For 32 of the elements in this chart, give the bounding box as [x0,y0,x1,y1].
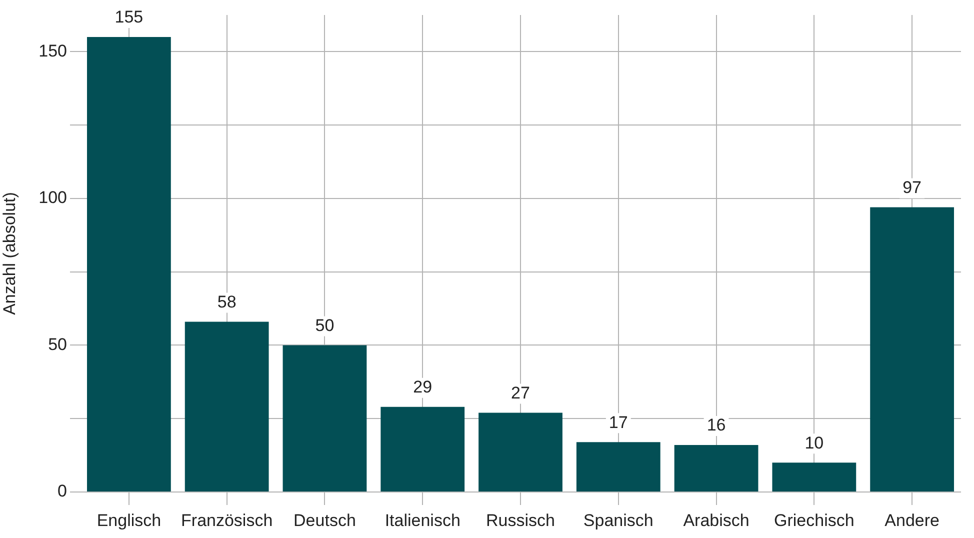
x-tick-label: Arabisch [683,510,750,530]
bar [282,345,367,492]
bar [184,322,269,492]
x-tick-label: Russisch [486,510,555,530]
data-label: 58 [217,292,236,312]
y-axis-title: Anzahl (absolut) [0,192,19,315]
y-tick-label: 100 [38,188,67,208]
bar [772,462,856,492]
bar [380,406,465,492]
y-tick-label: 50 [48,334,67,354]
data-label: 97 [902,178,922,197]
bar [870,207,954,492]
data-label: 50 [315,316,334,335]
x-tick-label: Spanisch [583,510,654,530]
data-label: 10 [804,433,824,452]
data-label: 29 [413,378,432,397]
data-label: 16 [706,416,726,435]
x-tick-label: Französisch [181,510,273,530]
y-tick-label: 0 [58,482,67,501]
data-label: 27 [511,383,530,402]
data-label: 155 [114,8,144,27]
x-tick-label: Andere [884,510,940,530]
bar [87,37,171,492]
bar [478,412,562,492]
x-tick-label: Italienisch [384,510,460,530]
x-tick-label: Deutsch [294,510,356,530]
x-tick-label: Griechisch [774,510,854,530]
y-tick-label: 150 [38,41,67,60]
bar [576,442,660,492]
x-tick-label: Englisch [96,510,162,530]
bar [674,445,758,492]
data-label: 17 [608,412,628,432]
